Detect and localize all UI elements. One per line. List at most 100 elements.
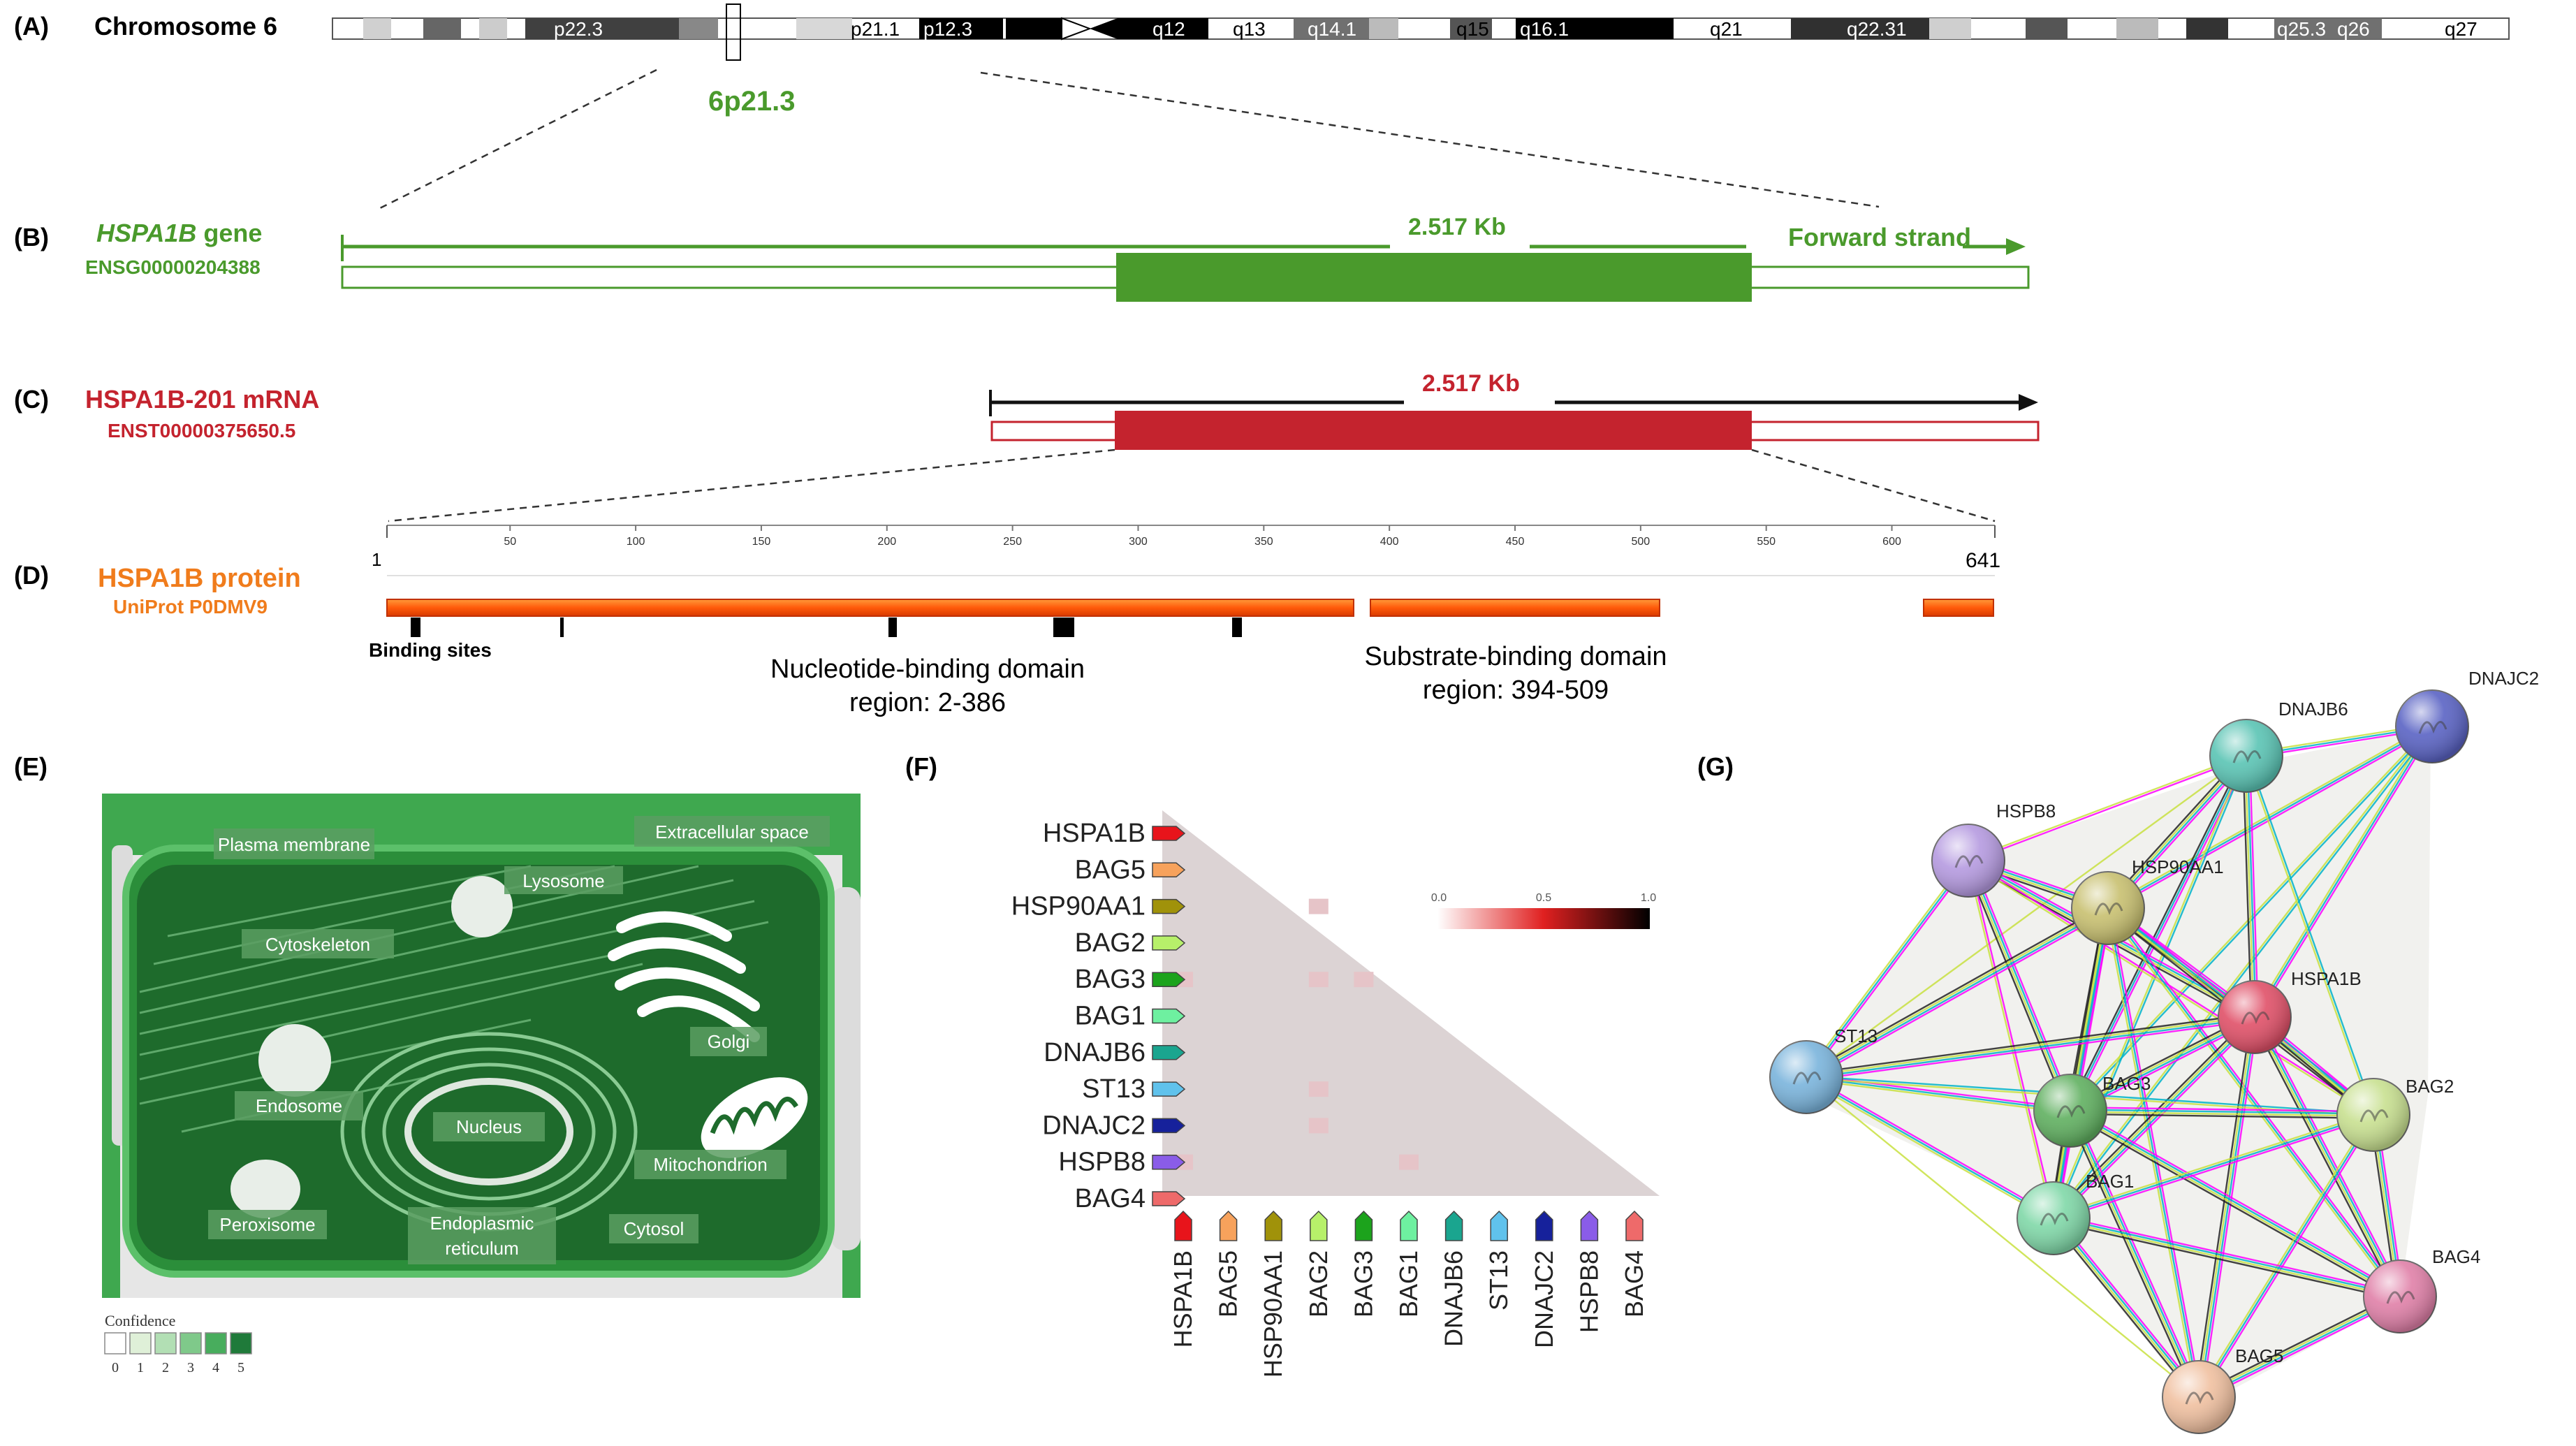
domain1-region: region: 2-386 bbox=[849, 688, 1006, 717]
network-edge-line bbox=[2195, 1016, 2253, 1397]
matrix-row-label: BAG1 bbox=[1075, 1002, 1146, 1031]
confidence-swatch bbox=[205, 1332, 227, 1354]
panel-e-label: (E) bbox=[14, 752, 47, 781]
protein-structure-icon bbox=[2040, 1213, 2069, 1226]
matrix-row-arrow bbox=[1152, 1191, 1186, 1206]
scale-min: 0.0 bbox=[1431, 892, 1447, 904]
network-edge-line bbox=[2068, 1111, 2199, 1398]
network-edge-line bbox=[2109, 906, 2403, 1296]
network-edge-line bbox=[2071, 756, 2249, 1112]
network-edge-line bbox=[1807, 910, 2110, 1081]
network-edge-line bbox=[1806, 860, 1969, 1078]
network-edge-line bbox=[2070, 1107, 2374, 1113]
network-edge-line bbox=[1806, 1013, 2255, 1075]
domain2-region: region: 394-509 bbox=[1423, 675, 1609, 705]
scale-mid: 0.5 bbox=[1536, 892, 1551, 904]
network-node-dnajb6[interactable]: DNAJB6 bbox=[2209, 699, 2348, 793]
network-edge-line bbox=[2054, 1214, 2401, 1294]
network-node-label: DNAJB6 bbox=[2278, 699, 2348, 720]
network-edge-line bbox=[1968, 860, 2056, 1218]
substrate-binding-domain-bar bbox=[1370, 599, 1660, 617]
confidence-level-label: 5 bbox=[237, 1360, 244, 1375]
network-node-hsp90aa1[interactable]: HSP90AA1 bbox=[2071, 856, 2224, 945]
matrix-row-label: BAG4 bbox=[1075, 1184, 1146, 1213]
protein-structure-icon bbox=[2386, 1291, 2415, 1304]
matrix-col-label: BAG3 bbox=[1349, 1250, 1377, 1317]
network-node-bag2[interactable]: BAG2 bbox=[2336, 1076, 2454, 1152]
network-edge-line bbox=[2066, 1111, 2197, 1399]
heatmap-cell bbox=[1399, 1154, 1419, 1170]
network-node-dnajc2[interactable]: DNAJC2 bbox=[2395, 668, 2539, 764]
protein-ruler bbox=[386, 525, 1996, 576]
network-edge-line bbox=[2255, 727, 2435, 1019]
network-edge-line bbox=[2200, 1299, 2402, 1401]
band-label-q27: q27 bbox=[2445, 18, 2478, 40]
band-p12-3 bbox=[919, 18, 1003, 39]
band-label-p21-1: p21.1 bbox=[851, 18, 900, 40]
network-edge-line bbox=[2197, 1294, 2400, 1397]
matrix-col-arrow bbox=[1444, 1210, 1463, 1241]
network-edge-line bbox=[2200, 1116, 2376, 1399]
network-edge-line bbox=[2253, 1017, 2400, 1298]
matrix-row-arrow bbox=[1152, 862, 1186, 878]
panel-a-label: (A) bbox=[14, 12, 49, 41]
network-edge-line bbox=[1803, 859, 1968, 1076]
network-edge-line bbox=[2248, 755, 2259, 1017]
matrix-col-arrow bbox=[1490, 1210, 1508, 1241]
band-label-q25-3: q25.3 bbox=[2277, 18, 2326, 40]
network-edge-line bbox=[1968, 859, 2375, 1115]
matrix-row-label: BAG5 bbox=[1075, 855, 1146, 884]
confidence-level-label: 4 bbox=[212, 1360, 219, 1375]
panel-c-label: (C) bbox=[14, 385, 49, 414]
network-edge-line bbox=[1970, 859, 2074, 1110]
matrix-col-labels: HSPA1B BAG5 HSP90AA1 BAG2 BAG3 BAG1 DNAJB6 ST13… bbox=[1169, 1210, 1648, 1378]
matrix-row-label: BAG2 bbox=[1075, 928, 1146, 958]
network-node-bag1[interactable]: BAG1 bbox=[2017, 1171, 2134, 1255]
network-edge-line bbox=[1966, 861, 2070, 1112]
heatmap-color-scale bbox=[1437, 908, 1650, 929]
matrix-col-label: BAG1 bbox=[1394, 1250, 1423, 1317]
network-node-hspa1b[interactable]: HSPA1B bbox=[2218, 968, 2362, 1054]
network-node-label: BAG5 bbox=[2235, 1345, 2283, 1366]
network-node-bag3[interactable]: BAG3 bbox=[2033, 1073, 2151, 1148]
network-edge-line bbox=[2108, 727, 2434, 911]
network-node-bag5[interactable]: BAG5 bbox=[2162, 1345, 2283, 1434]
matrix-row-arrow bbox=[1152, 826, 1186, 841]
network-edge-line bbox=[2242, 756, 2253, 1018]
network-edge-line bbox=[2055, 1215, 2202, 1396]
ruler-tick-label: 200 bbox=[877, 536, 896, 548]
matrix-col-label: HSP90AA1 bbox=[1259, 1250, 1287, 1378]
matrix-row-label: DNAJB6 bbox=[1044, 1038, 1146, 1067]
network-node-bag4[interactable]: BAG4 bbox=[2363, 1246, 2480, 1334]
matrix-row-label: DNAJC2 bbox=[1042, 1111, 1146, 1140]
network-edge-line bbox=[2053, 1218, 2400, 1299]
band-q14-1 bbox=[1294, 18, 1369, 39]
mitochondrion-organelle bbox=[701, 1077, 808, 1158]
band-q25-3 bbox=[2274, 18, 2333, 39]
network-node-hspb8[interactable]: HSPB8 bbox=[1931, 801, 2056, 898]
network-edge-line bbox=[2053, 1113, 2374, 1220]
binding-sites-label: Binding sites bbox=[369, 639, 492, 661]
gene-exon-block bbox=[1116, 253, 1752, 302]
network-edge-line bbox=[2107, 907, 2401, 1297]
network-edge-line bbox=[2109, 907, 2202, 1397]
network-edge-line bbox=[1806, 1076, 2054, 1220]
band-label-q21: q21 bbox=[1710, 18, 1743, 40]
ruler-tick-label: 300 bbox=[1129, 536, 1148, 548]
network-edge-line bbox=[1968, 754, 2246, 861]
cell-label-boxes bbox=[208, 816, 830, 1264]
network-node-st13[interactable]: ST13 bbox=[1769, 1025, 1878, 1114]
matrix-row-labels: HSPA1B BAG5 HSP90AA1 BAG2 BAG3 BAG1 DNAJB6 ST13… bbox=[1011, 819, 1186, 1213]
network-edge-line bbox=[2196, 1113, 2373, 1396]
confidence-swatch bbox=[180, 1332, 202, 1354]
ruler-tick-label: 100 bbox=[627, 536, 645, 548]
ruler-start: 1 bbox=[372, 549, 381, 570]
gene-track bbox=[341, 235, 2030, 302]
band-label-q14-1: q14.1 bbox=[1308, 18, 1356, 40]
confidence-level-label: 2 bbox=[162, 1360, 169, 1375]
network-edge-line bbox=[2070, 1109, 2374, 1115]
matrix-col-label: BAG2 bbox=[1304, 1250, 1333, 1317]
network-edge-line bbox=[2244, 756, 2255, 1018]
ruler-tick-label: 600 bbox=[1882, 536, 1901, 548]
matrix-row-arrow bbox=[1152, 935, 1186, 951]
